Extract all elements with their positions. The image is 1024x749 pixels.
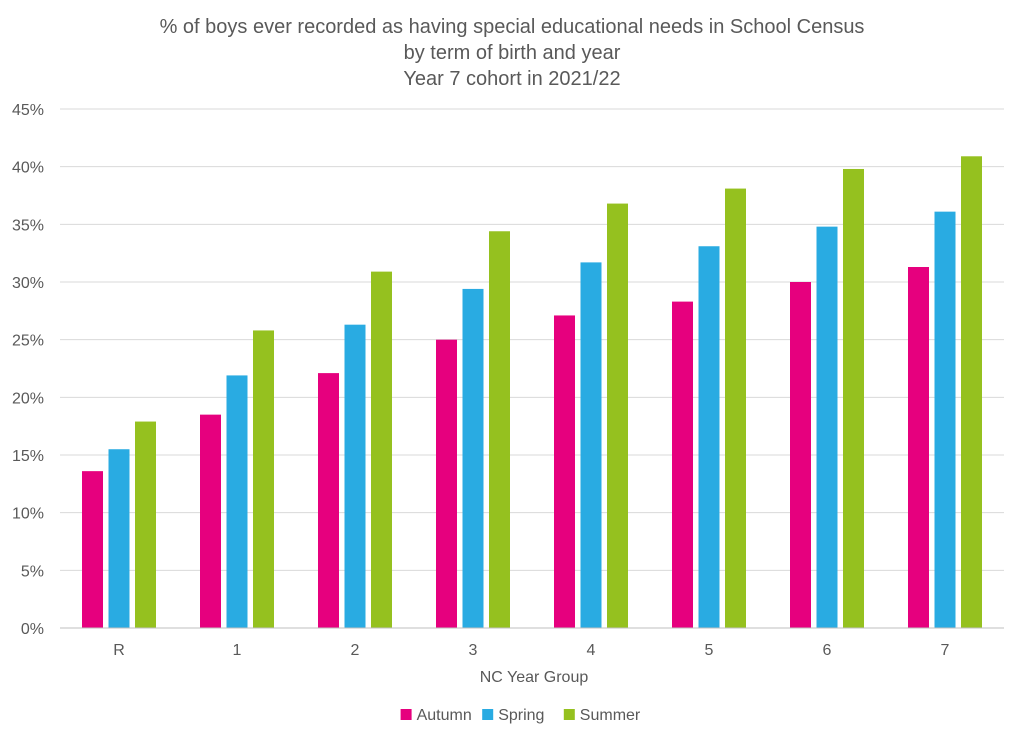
bar-summer bbox=[961, 156, 982, 628]
bar-autumn bbox=[82, 471, 103, 628]
bar-spring bbox=[344, 324, 366, 628]
x-tick-label: 7 bbox=[941, 642, 950, 659]
bar-autumn bbox=[200, 414, 221, 628]
bar-autumn bbox=[554, 315, 575, 628]
bar-spring bbox=[462, 288, 484, 628]
y-tick-label: 10% bbox=[12, 506, 44, 523]
x-tick-label: 5 bbox=[705, 642, 714, 659]
bar-summer bbox=[253, 330, 274, 628]
bar-autumn bbox=[436, 339, 457, 628]
bar-autumn bbox=[908, 267, 929, 628]
y-tick-label: 15% bbox=[12, 448, 44, 465]
legend: Autumn Spring Summer bbox=[400, 707, 641, 724]
y-tick-label: 20% bbox=[12, 390, 44, 407]
x-tick-label: 4 bbox=[587, 642, 596, 659]
bar-summer bbox=[607, 203, 628, 628]
bar-spring bbox=[108, 449, 130, 628]
x-tick-label: 6 bbox=[823, 642, 832, 659]
y-axis-tick-labels: 0% 5% 10% 15% 20% 25% 30% 35% 40% 45% bbox=[12, 102, 44, 638]
x-tick-label: 1 bbox=[233, 642, 242, 659]
y-tick-label: 40% bbox=[12, 160, 44, 177]
bar-spring bbox=[816, 226, 838, 628]
bar-autumn bbox=[318, 373, 339, 628]
x-tick-label: 2 bbox=[351, 642, 360, 659]
legend-swatch-spring bbox=[482, 709, 494, 720]
bar-autumn bbox=[672, 301, 693, 628]
legend-label-spring: Spring bbox=[498, 707, 544, 724]
title-line-2: by term of birth and year bbox=[404, 42, 621, 64]
y-tick-label: 25% bbox=[12, 333, 44, 350]
title-line-1: % of boys ever recorded as having specia… bbox=[160, 16, 865, 38]
bar-summer bbox=[843, 168, 864, 628]
bar-spring bbox=[226, 375, 248, 628]
y-tick-label: 45% bbox=[12, 102, 44, 119]
bar-spring bbox=[698, 246, 720, 628]
bar-autumn bbox=[790, 282, 811, 628]
bar-summer bbox=[489, 231, 510, 628]
bar-summer bbox=[135, 421, 156, 628]
bar-summer bbox=[371, 271, 392, 628]
y-tick-label: 0% bbox=[21, 621, 44, 638]
x-axis-tick-labels: R 1 2 3 4 5 6 7 bbox=[113, 642, 949, 659]
x-tick-label: 3 bbox=[469, 642, 478, 659]
legend-label-autumn: Autumn bbox=[417, 707, 472, 724]
bar-summer bbox=[725, 188, 746, 628]
y-tick-label: 35% bbox=[12, 217, 44, 234]
x-axis-title: NC Year Group bbox=[480, 669, 589, 686]
y-tick-label: 30% bbox=[12, 275, 44, 292]
bar-spring bbox=[580, 262, 602, 628]
title-line-3: Year 7 cohort in 2021/22 bbox=[403, 68, 620, 90]
legend-label-summer: Summer bbox=[580, 707, 641, 724]
y-tick-label: 5% bbox=[21, 563, 44, 580]
legend-swatch-summer bbox=[563, 709, 575, 720]
bars bbox=[82, 156, 982, 628]
chart-title: % of boys ever recorded as having specia… bbox=[160, 16, 865, 90]
bar-spring bbox=[934, 211, 956, 628]
x-tick-label: R bbox=[113, 642, 125, 659]
legend-swatch-autumn bbox=[400, 709, 412, 720]
